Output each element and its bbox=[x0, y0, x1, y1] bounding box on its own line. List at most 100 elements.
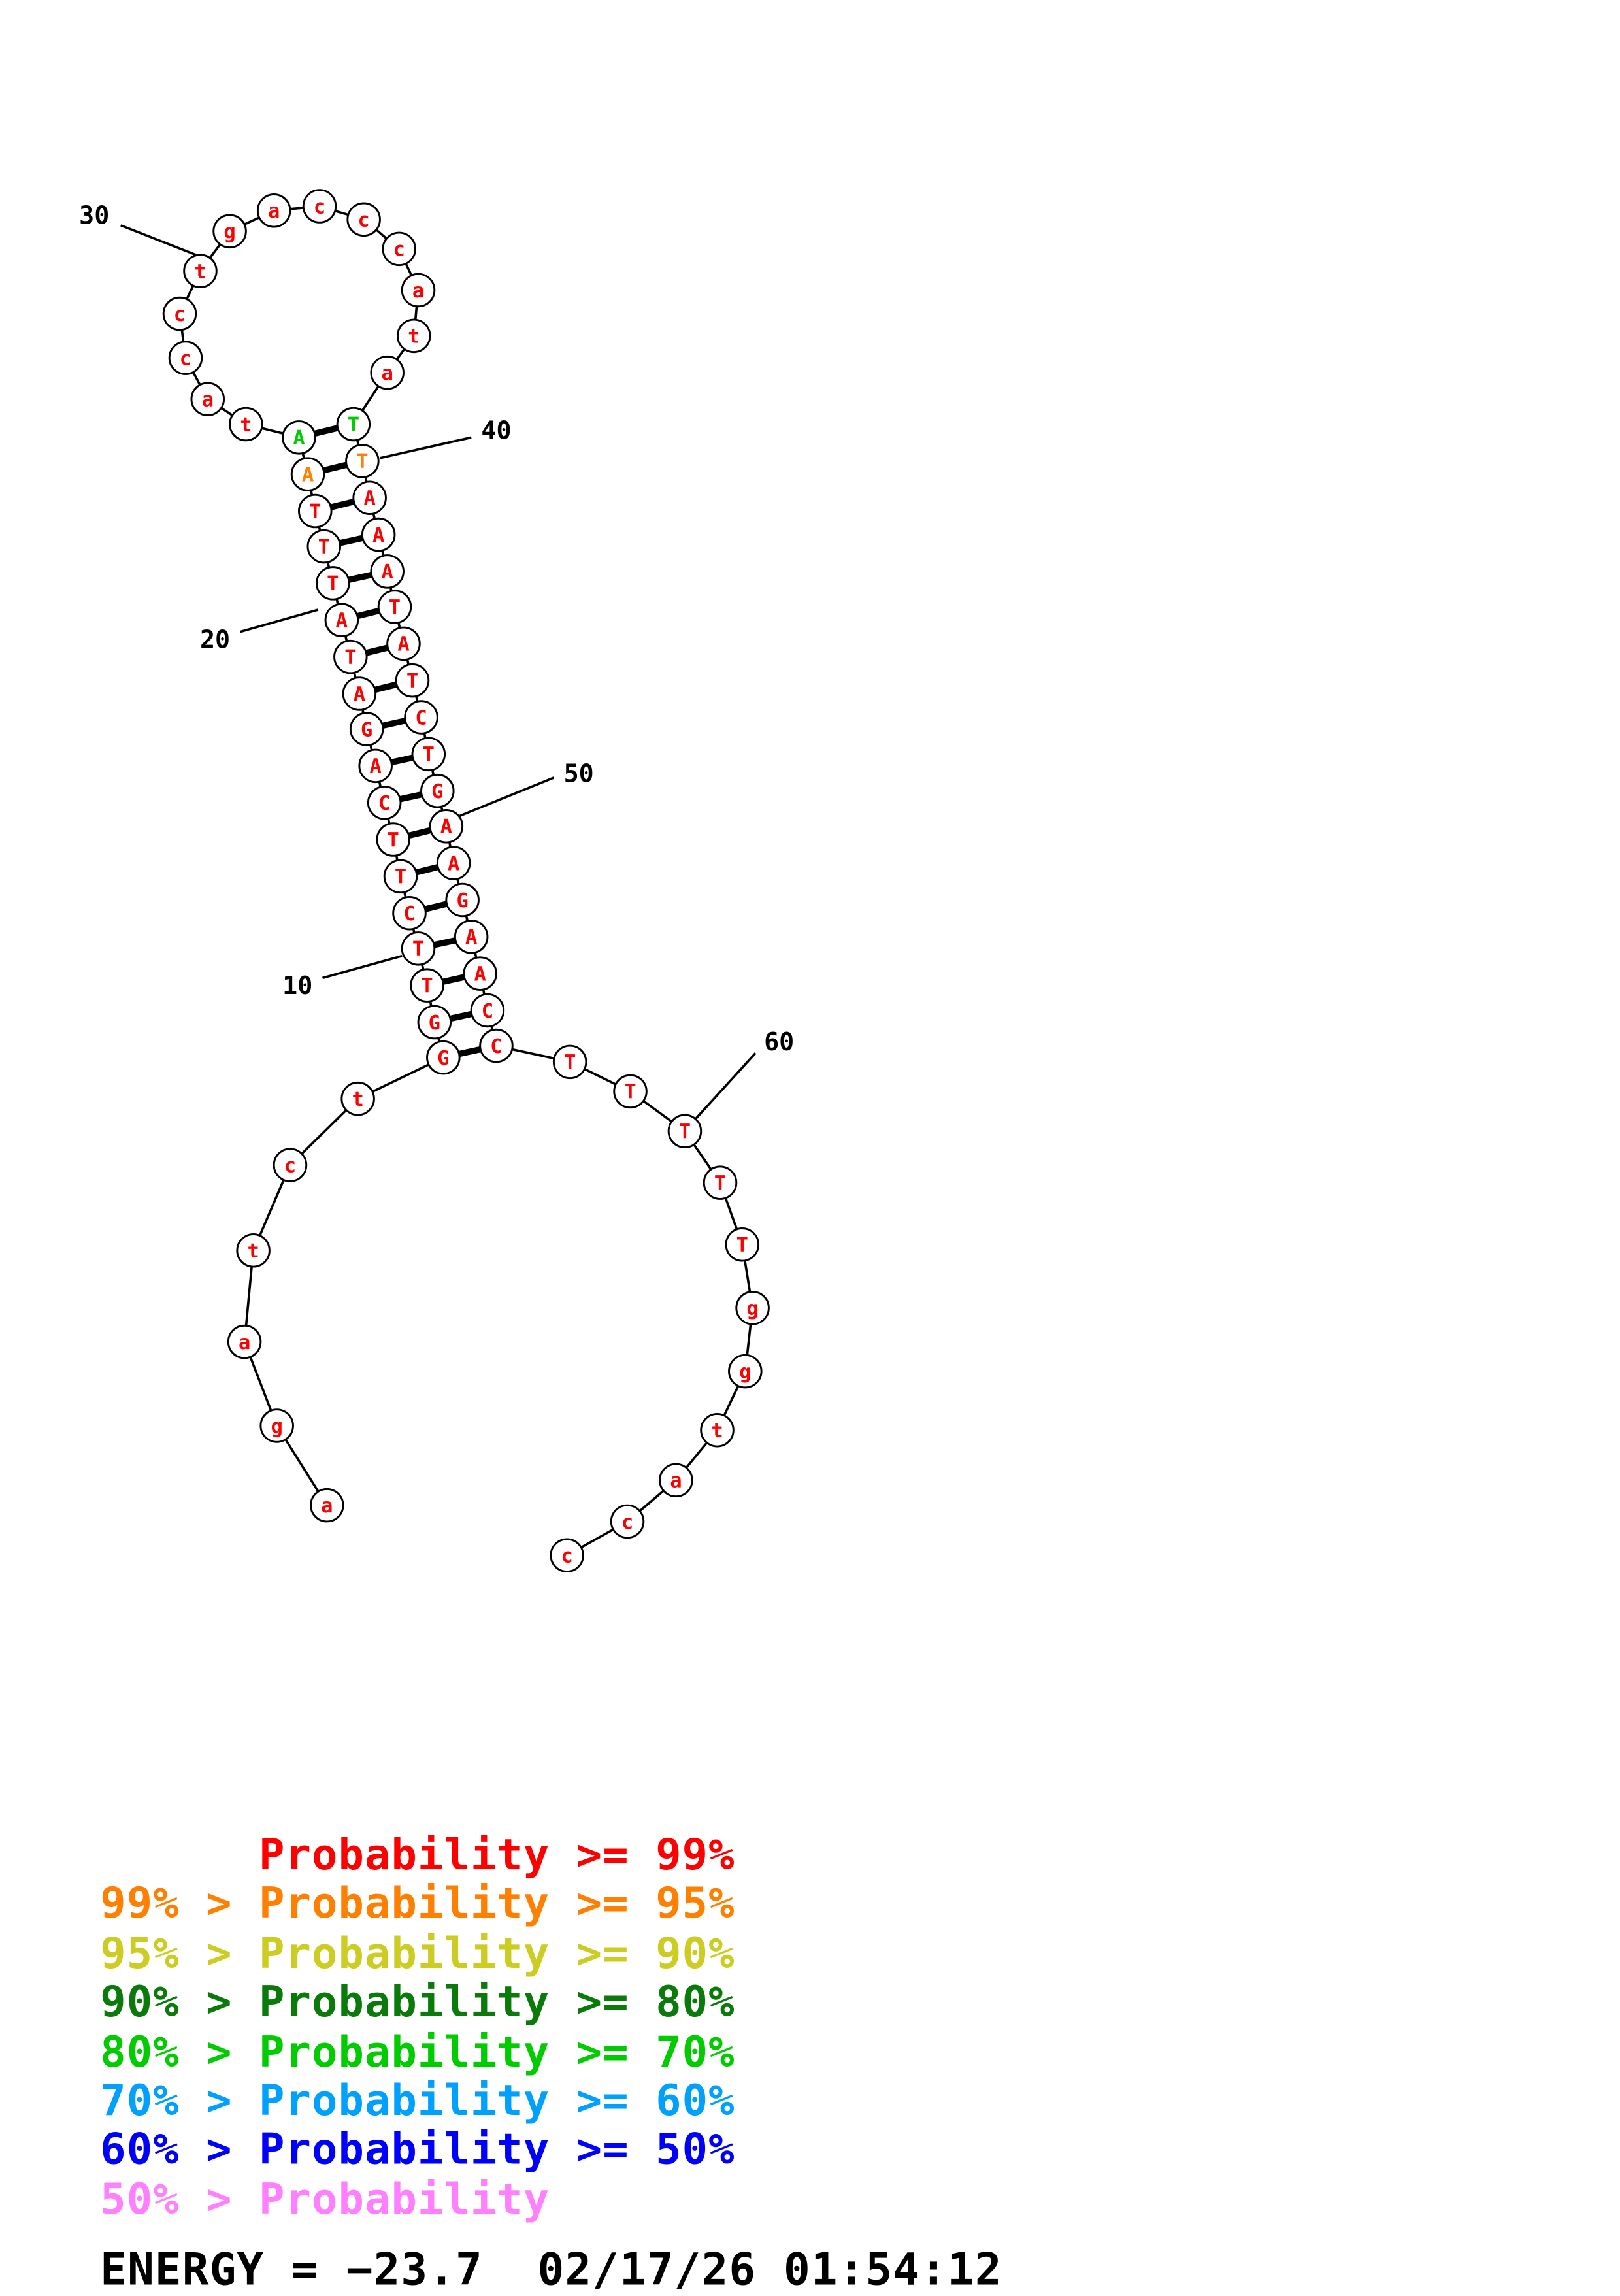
nucleotide-letter: T bbox=[344, 646, 356, 669]
basepair-bond bbox=[327, 498, 357, 510]
basepair-bond bbox=[337, 535, 366, 546]
nucleotide-circle bbox=[429, 809, 464, 844]
nucleotide-letter: G bbox=[456, 890, 468, 912]
nucleotide-circle bbox=[382, 231, 416, 267]
nucleotide-letter: A bbox=[336, 610, 348, 633]
backbone-segment bbox=[258, 1178, 285, 1237]
position-label: 30 bbox=[79, 201, 109, 231]
nucleotide-letter: G bbox=[361, 718, 372, 741]
nucleotide-circle bbox=[340, 1081, 375, 1116]
nucleotide-circle bbox=[550, 1538, 584, 1573]
nucleotide-letter: A bbox=[474, 963, 486, 986]
backbone-segment bbox=[744, 1259, 752, 1293]
nucleotide-letter: A bbox=[465, 926, 477, 949]
energy-line: ENERGY = −23.7 02/17/26 01:54:12 bbox=[100, 2244, 1002, 2296]
nucleotide-letter: C bbox=[403, 903, 415, 925]
basepair-bond bbox=[372, 681, 400, 693]
nucleotide-circle bbox=[346, 202, 381, 237]
nucleotide-circle bbox=[397, 318, 431, 354]
nucleotide-circle bbox=[479, 1028, 514, 1063]
backbone-segment bbox=[191, 371, 201, 386]
nucleotide-circle bbox=[411, 737, 446, 772]
legend-line: 60% > Probability >= 50% bbox=[100, 2124, 735, 2175]
nucleotide-letter: t bbox=[352, 1088, 363, 1111]
backbone-segment bbox=[580, 1528, 615, 1549]
nucleotide-circle bbox=[552, 1044, 587, 1080]
basepair-bond bbox=[311, 425, 341, 437]
nucleotide-circle bbox=[290, 457, 325, 491]
backbone-segment bbox=[746, 1322, 752, 1357]
nucleotide-circle bbox=[436, 846, 471, 880]
legend-line: 95% > Probability >= 90% bbox=[100, 1927, 735, 1978]
nucleotide-letter: T bbox=[564, 1052, 576, 1074]
nucleotide-letter: A bbox=[448, 852, 459, 875]
backbone-segment bbox=[583, 1067, 618, 1086]
basepair-bond bbox=[439, 974, 468, 985]
nucleotide-circle bbox=[613, 1074, 648, 1109]
nucleotide-circle bbox=[282, 420, 316, 455]
nucleotide-circle bbox=[256, 193, 291, 228]
nucleotide-letter: c bbox=[180, 347, 191, 370]
nucleotide-letter: a bbox=[202, 389, 214, 412]
backbone-segment bbox=[405, 262, 413, 277]
nucleotide-circle bbox=[298, 493, 333, 529]
basepair-bond bbox=[345, 571, 375, 583]
nucleotide-letter: a bbox=[268, 200, 280, 223]
nucleotide-circle bbox=[383, 859, 418, 894]
legend-line: 90% > Probability >= 80% bbox=[100, 1976, 735, 2027]
nucleotide-circle bbox=[345, 444, 380, 478]
backbone-segment bbox=[685, 1441, 708, 1469]
nucleotide-letter: c bbox=[561, 1545, 572, 1568]
nucleotide-letter: g bbox=[271, 1415, 283, 1438]
position-leader-line bbox=[459, 776, 555, 818]
basepair-bond bbox=[379, 717, 408, 729]
nucleotide-circle bbox=[333, 639, 368, 674]
position-label: 40 bbox=[481, 416, 511, 446]
nucleotide-letter: T bbox=[389, 596, 401, 619]
nucleotide-letter: T bbox=[679, 1121, 691, 1144]
nucleotide-circle bbox=[229, 407, 263, 442]
nucleotide-circle bbox=[454, 920, 489, 954]
backbone-segment bbox=[244, 1265, 253, 1327]
nucleotide-circle bbox=[168, 341, 203, 375]
position-leader-line bbox=[380, 436, 472, 459]
nucleotide-letter: c bbox=[621, 1511, 633, 1534]
nucleotide-letter: T bbox=[714, 1172, 726, 1195]
nucleotide-letter: g bbox=[739, 1361, 751, 1384]
nucleotide-circle bbox=[735, 1290, 770, 1325]
nucleotide-letter: G bbox=[431, 780, 443, 803]
nucleotide-circle bbox=[667, 1114, 703, 1149]
nucleotide-letter: t bbox=[711, 1420, 723, 1442]
nucleotide-letter: c bbox=[393, 239, 405, 261]
nucleotide-letter: c bbox=[284, 1154, 296, 1177]
nucleotide-circle bbox=[703, 1165, 738, 1200]
nucleotide-circle bbox=[190, 382, 225, 416]
backbone-segment bbox=[724, 1197, 738, 1231]
nucleotide-letter: T bbox=[624, 1081, 636, 1104]
nucleotide-circle bbox=[236, 1233, 271, 1268]
nucleotide-letter: T bbox=[395, 866, 406, 889]
nucleotide-circle bbox=[410, 968, 444, 1003]
nucleotide-letter: A bbox=[354, 683, 365, 706]
backbone-segment bbox=[723, 1384, 740, 1417]
nucleotide-circle bbox=[349, 712, 384, 746]
nucleotide-letter: T bbox=[736, 1234, 748, 1257]
backbone-segment bbox=[371, 1063, 430, 1093]
nucleotide-circle bbox=[377, 590, 412, 624]
nucleotide-letter: T bbox=[318, 536, 330, 559]
backbone-segment bbox=[260, 427, 285, 435]
nucleotide-letter: C bbox=[490, 1035, 502, 1058]
nucleotide-circle bbox=[352, 480, 387, 515]
nucleotide-circle bbox=[227, 1324, 262, 1359]
backbone-segment bbox=[243, 216, 261, 226]
nucleotide-circle bbox=[324, 603, 359, 638]
nucleotide-letter: T bbox=[327, 573, 339, 595]
nucleotide-circle bbox=[367, 785, 402, 820]
nucleotide-letter: A bbox=[293, 427, 305, 450]
nucleotide-letter: C bbox=[415, 707, 427, 729]
nucleotide-circle bbox=[342, 676, 377, 711]
backbone-segment bbox=[395, 348, 406, 361]
nucleotide-circle bbox=[370, 355, 405, 390]
backbone-segment bbox=[284, 1438, 320, 1493]
